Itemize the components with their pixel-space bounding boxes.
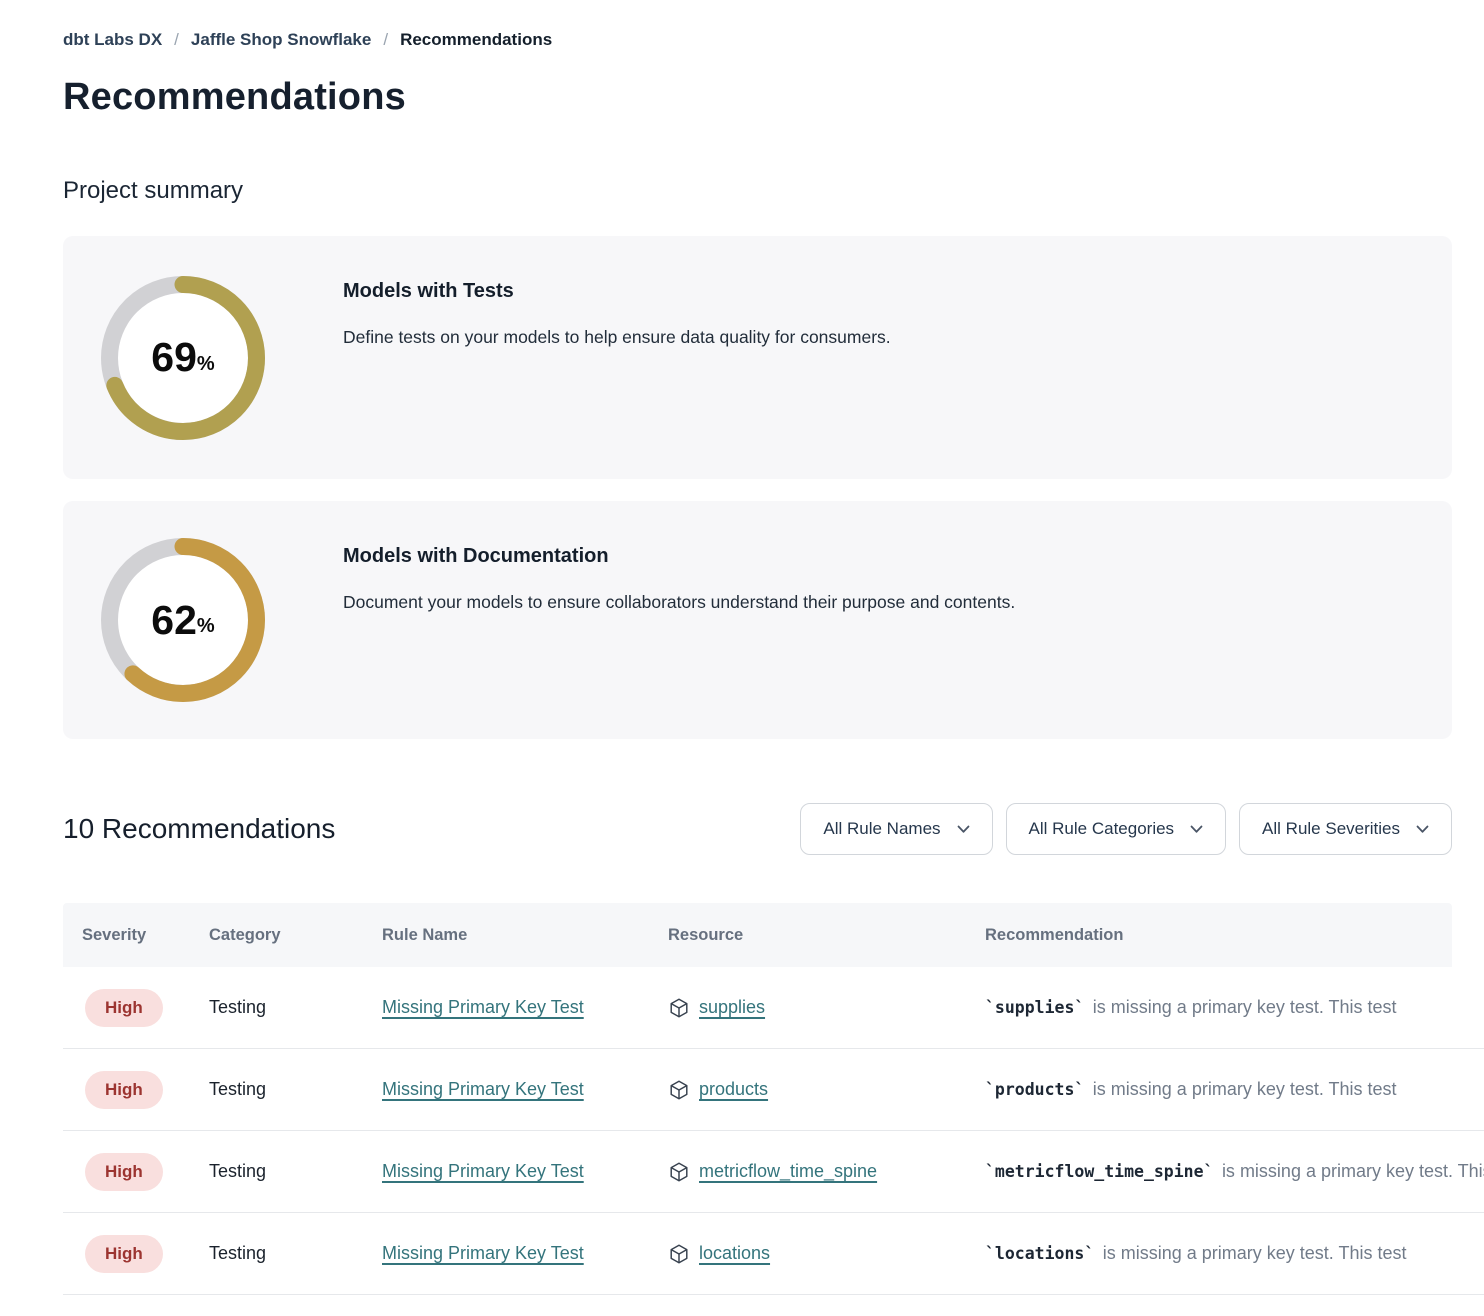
- model-cube-icon: [668, 1243, 690, 1265]
- category-cell: Testing: [209, 1243, 267, 1263]
- project-summary-heading: Project summary: [63, 177, 244, 204]
- breadcrumb-item-project[interactable]: Jaffle Shop Snowflake: [190, 30, 372, 49]
- severity-badge: High: [85, 1152, 163, 1191]
- table-row: High Testing Missing Primary Key Test me…: [63, 1131, 1484, 1213]
- donut-percent-value: 62: [151, 596, 197, 643]
- column-header-severity: Severity: [82, 925, 147, 944]
- chevron-down-icon: [1190, 825, 1203, 834]
- chevron-down-icon: [957, 825, 970, 834]
- category-cell: Testing: [209, 1079, 267, 1099]
- resource-code: `locations`: [985, 1244, 1095, 1263]
- column-header-rule-name: Rule Name: [382, 925, 468, 944]
- card-description: Document your models to ensure collabora…: [343, 592, 1016, 612]
- donut-progress: [101, 538, 265, 702]
- breadcrumb: dbt Labs DX / Jaffle Shop Snowflake / Re…: [63, 30, 1452, 50]
- card-title: Models with Documentation: [343, 545, 609, 567]
- breadcrumb-separator: /: [383, 30, 389, 49]
- severity-badge: High: [85, 988, 163, 1027]
- filter-bar: All Rule Names All Rule Categories All R…: [800, 803, 1452, 855]
- recommendation-text: is missing a primary key test. This test: [1221, 1161, 1484, 1181]
- resource-code: `metricflow_time_spine`: [985, 1162, 1214, 1181]
- table-row: High Testing Missing Primary Key Test pr…: [63, 1049, 1484, 1131]
- donut-percent-value: 69: [151, 334, 197, 380]
- filter-rule-categories-dropdown[interactable]: All Rule Categories: [1005, 803, 1227, 855]
- column-header-category: Category: [209, 925, 281, 944]
- resource-link[interactable]: products: [699, 1079, 769, 1099]
- column-header-recommendation: Recommendation: [985, 925, 1124, 944]
- rule-name-link[interactable]: Missing Primary Key Test: [382, 1161, 584, 1181]
- recommendation-text: is missing a primary key test. This test: [1092, 997, 1397, 1017]
- recommendation-text: is missing a primary key test. This test: [1102, 1243, 1407, 1263]
- card-title: Models with Tests: [343, 280, 514, 302]
- column-header-resource: Resource: [668, 925, 744, 944]
- severity-badge: High: [85, 1234, 163, 1273]
- resource-link[interactable]: locations: [699, 1243, 771, 1263]
- donut-chart-tests: 69 %: [101, 275, 265, 440]
- filter-label: All Rule Names: [823, 819, 941, 838]
- card-description: Define tests on your models to help ensu…: [343, 327, 891, 347]
- category-cell: Testing: [209, 997, 267, 1017]
- donut-center-label: 69 %: [101, 276, 265, 440]
- donut-svg: [101, 538, 265, 702]
- table-row: High Testing Missing Primary Key Test su…: [63, 967, 1484, 1049]
- recommendations-table: Severity Category Rule Name Resource Rec…: [63, 903, 1484, 1295]
- resource-code: `supplies`: [985, 998, 1085, 1017]
- page-title: Recommendations: [63, 76, 406, 118]
- chevron-down-icon: [1416, 825, 1429, 834]
- breadcrumb-item-current: Recommendations: [400, 30, 553, 49]
- breadcrumb-item-account[interactable]: dbt Labs DX: [63, 30, 163, 49]
- category-cell: Testing: [209, 1161, 267, 1181]
- recommendation-text: is missing a primary key test. This test: [1092, 1079, 1397, 1099]
- donut-progress: [101, 275, 265, 440]
- recommendations-heading: 10 Recommendations: [63, 813, 336, 844]
- filter-label: All Rule Categories: [1028, 819, 1175, 838]
- filter-rule-severities-dropdown[interactable]: All Rule Severities: [1239, 803, 1452, 855]
- resource-link[interactable]: metricflow_time_spine: [699, 1161, 878, 1181]
- rule-name-link[interactable]: Missing Primary Key Test: [382, 1243, 584, 1263]
- summary-card-models-with-tests: 69 % Models with Tests Define tests on y…: [63, 236, 1452, 479]
- table-row: High Testing Missing Primary Key Test lo…: [63, 1213, 1484, 1295]
- table-header-row: Severity Category Rule Name Resource Rec…: [63, 903, 1452, 967]
- donut-percent-sign: %: [196, 352, 215, 375]
- rule-name-link[interactable]: Missing Primary Key Test: [382, 1079, 584, 1099]
- model-cube-icon: [668, 1079, 690, 1101]
- rule-name-link[interactable]: Missing Primary Key Test: [382, 997, 584, 1017]
- severity-badge: High: [85, 1070, 163, 1109]
- donut-percent-sign: %: [196, 615, 215, 637]
- donut-svg: [101, 275, 265, 440]
- summary-card-models-with-documentation: 62 % Models with Documentation Document …: [63, 501, 1452, 739]
- breadcrumb-separator: /: [174, 30, 179, 49]
- filter-label: All Rule Severities: [1262, 819, 1400, 838]
- donut-chart-documentation: 62 %: [101, 538, 265, 702]
- model-cube-icon: [668, 997, 690, 1019]
- resource-link[interactable]: supplies: [699, 997, 766, 1017]
- donut-center-label: 62 %: [101, 538, 265, 702]
- model-cube-icon: [668, 1161, 690, 1183]
- filter-rule-names-dropdown[interactable]: All Rule Names: [800, 803, 993, 855]
- resource-code: `products`: [985, 1080, 1085, 1099]
